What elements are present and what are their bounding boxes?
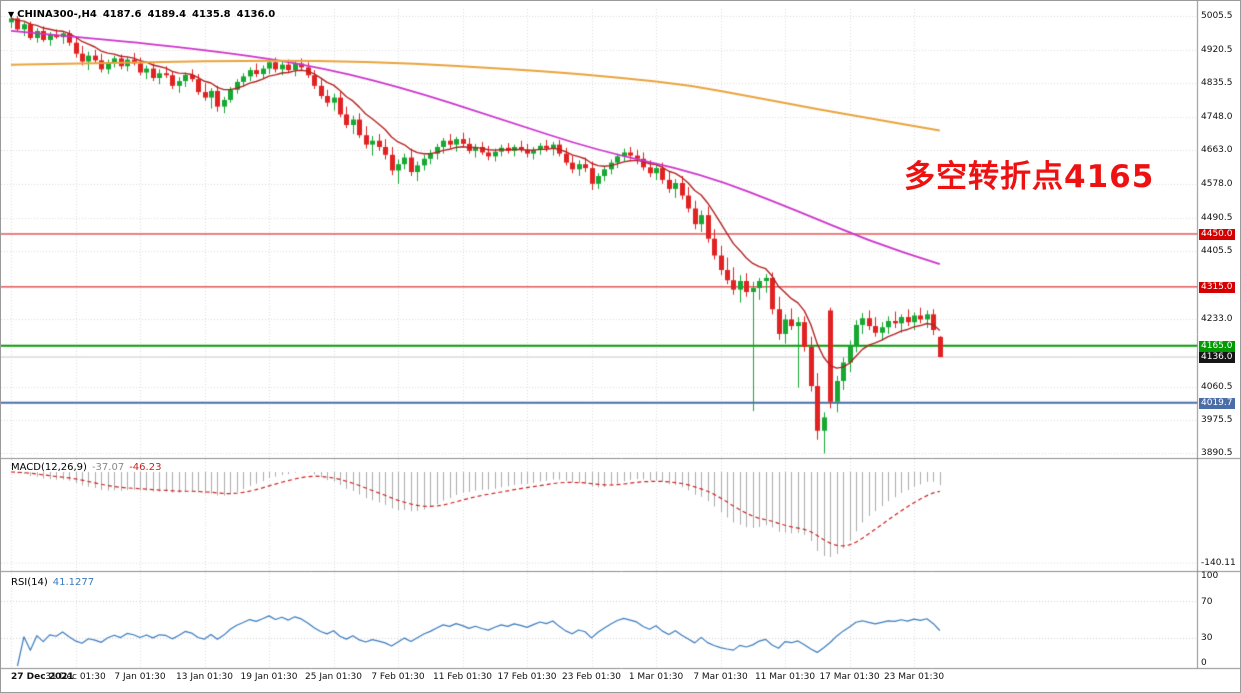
close-value: 4136.0: [236, 9, 276, 20]
rsi-axis-label: 0: [1201, 658, 1207, 668]
panel-separator-macd[interactable]: [1, 455, 1240, 461]
price-axis-label: 4233.0: [1201, 314, 1233, 325]
price-axis-label: 4835.5: [1201, 77, 1233, 88]
time-axis-label: 11 Feb 01:30: [432, 672, 493, 682]
time-axis[interactable]: [1, 669, 1197, 692]
price-axis-label: 4748.0: [1201, 112, 1233, 123]
price-axis-label: 5005.5: [1201, 11, 1233, 22]
time-axis-label: 23 Mar 01:30: [883, 672, 945, 682]
hline-price-badge: 4165.0: [1199, 340, 1235, 352]
chart-annotation-text: 多空转折点4165: [904, 159, 1155, 195]
price-axis-label: 4060.5: [1201, 381, 1233, 392]
hline-price-badge: 4450.0: [1199, 228, 1235, 240]
symbol-dropdown-icon[interactable]: ▼: [8, 10, 15, 19]
macd-signal-value: -46.23: [129, 462, 162, 473]
macd-main-value: -37.07: [91, 462, 125, 473]
rsi-indicator-label: RSI(14) 41.1277: [11, 577, 94, 588]
time-axis-label: 11 Mar 01:30: [754, 672, 816, 682]
price-axis-label: 4663.0: [1201, 145, 1233, 156]
time-axis-label: 31 Dec 01:30: [45, 672, 106, 682]
time-axis-label: 23 Feb 01:30: [561, 672, 622, 682]
hline-price-badge: 4019.7: [1199, 397, 1235, 409]
time-axis-label: 13 Jan 01:30: [176, 672, 233, 682]
open-value: 4187.6: [102, 9, 142, 20]
macd-name: MACD(12,26,9): [11, 462, 87, 473]
price-axis-label: 4578.0: [1201, 178, 1233, 189]
rsi-axis-label: 30: [1201, 633, 1213, 644]
high-value: 4189.4: [147, 9, 187, 20]
price-axis-label: 4405.5: [1201, 246, 1233, 257]
time-axis-label: 7 Feb 01:30: [371, 672, 425, 682]
time-axis-label: 7 Mar 01:30: [693, 672, 748, 682]
rsi-axis-label: 70: [1201, 596, 1213, 607]
symbol-name: CHINA300-,H4: [17, 9, 97, 20]
time-axis-label: 27 Dec 2021: [11, 672, 74, 682]
low-value: 4135.8: [192, 9, 231, 20]
price-axis-label: 3975.5: [1201, 414, 1233, 425]
hline-price-badge: 4315.0: [1199, 281, 1235, 293]
time-axis-label: 25 Jan 01:30: [305, 672, 362, 682]
current-price-badge: 4136.0: [1199, 352, 1235, 364]
time-axis-label: 17 Mar 01:30: [819, 672, 880, 682]
macd-indicator-label: MACD(12,26,9) -37.07 -46.23: [11, 462, 161, 473]
time-axis-label: 17 Feb 01:30: [497, 672, 557, 682]
panel-separator-rsi[interactable]: [1, 568, 1240, 574]
price-axis-label: 3890.5: [1201, 448, 1233, 459]
time-axis-label: 19 Jan 01:30: [240, 672, 298, 682]
rsi-value: 41.1277: [52, 577, 95, 588]
rsi-name: RSI(14): [11, 577, 48, 588]
time-axis-label: 1 Mar 01:30: [628, 672, 684, 682]
symbol-header: ▼ CHINA300-,H4 4187.6 4189.4 4135.8 4136.0: [8, 9, 275, 20]
macd-axis-label: -140.11: [1201, 558, 1236, 568]
time-axis-label: 7 Jan 01:30: [114, 672, 166, 682]
price-axis-label: 4920.5: [1201, 44, 1233, 55]
price-axis-label: 4490.5: [1201, 213, 1233, 224]
rsi-axis-label: 100: [1201, 571, 1219, 581]
